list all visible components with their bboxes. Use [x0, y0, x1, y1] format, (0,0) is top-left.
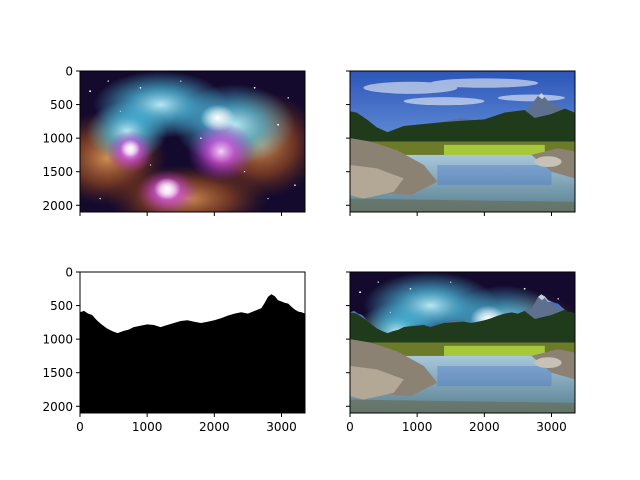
y-tick-label: 0 [65, 65, 73, 79]
x-tick-label: 1000 [132, 420, 163, 434]
axes-frame [79, 271, 306, 414]
y-tick-label: 1500 [42, 165, 73, 179]
y-tick-label: 2000 [42, 199, 73, 213]
x-tick-label: 2000 [469, 420, 500, 434]
x-tick-label: 3000 [266, 420, 297, 434]
x-tick-label: 3000 [536, 420, 567, 434]
nebula-image [80, 71, 305, 212]
panel-nebula: 0 500 1000 1500 2000 [42, 65, 306, 216]
axes-frame [349, 271, 576, 414]
panel-composite: 0 1000 2000 3000 [346, 271, 576, 434]
x-tick-label: 0 [346, 420, 354, 434]
y-tick-label: 1000 [42, 132, 73, 146]
panel-landscape [346, 70, 576, 216]
ticks-composite: 0 1000 2000 3000 [346, 271, 567, 434]
y-tick-label: 500 [50, 299, 73, 313]
ticks-mask: 0 1000 2000 3000 0 500 1000 1500 2000 [42, 266, 296, 435]
y-tick-label: 1500 [42, 366, 73, 380]
panel-mask: 0 1000 2000 3000 0 500 1000 1500 2000 [42, 266, 306, 435]
x-tick-label: 2000 [199, 420, 230, 434]
ticks-landscape [346, 70, 552, 216]
y-tick-label: 2000 [42, 400, 73, 414]
y-tick-label: 500 [50, 98, 73, 112]
ticks-nebula: 0 500 1000 1500 2000 [42, 65, 282, 216]
y-tick-label: 1000 [42, 333, 73, 347]
landscape-image [350, 71, 575, 212]
axes-frame [349, 70, 576, 213]
mask-ground [80, 294, 305, 413]
axes-frame [79, 70, 306, 213]
x-tick-label: 1000 [402, 420, 433, 434]
y-tick-label: 0 [65, 266, 73, 280]
x-tick-label: 0 [76, 420, 84, 434]
